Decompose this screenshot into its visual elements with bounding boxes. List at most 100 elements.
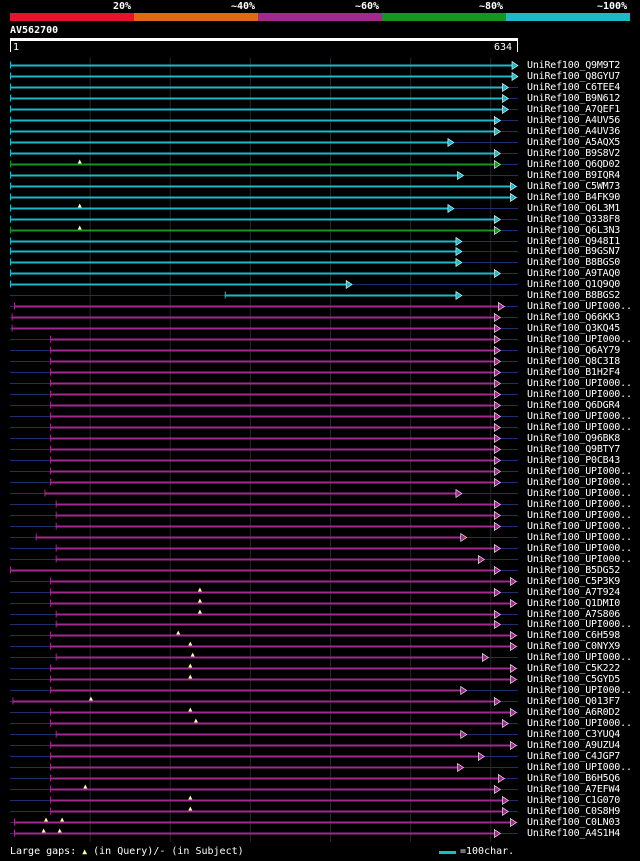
hit-name-link[interactable]: UniRef100_B5DG52 — [527, 564, 621, 576]
hit-name-link[interactable]: UniRef100_UPI000.. — [527, 487, 632, 499]
hit-name-link[interactable]: UniRef100_UPI000.. — [527, 509, 632, 521]
hit-arrow-icon — [494, 828, 501, 839]
scale-label: =100char. — [460, 846, 515, 857]
hit-name-link[interactable]: UniRef100_UPI000.. — [527, 520, 632, 532]
hit-arrow-icon — [498, 773, 505, 784]
hit-name-link[interactable]: UniRef100_Q66KK3 — [527, 311, 621, 323]
hit-name-link[interactable]: UniRef100_C0S8H9 — [527, 805, 621, 817]
hit-name-link[interactable]: UniRef100_UPI000.. — [527, 388, 632, 400]
hit-name-link[interactable]: UniRef100_B9GSN7 — [527, 245, 621, 257]
hit-name-link[interactable]: UniRef100_B1H2F4 — [527, 366, 621, 378]
gap-marker-icon — [188, 674, 193, 679]
hit-arrow-icon — [510, 181, 517, 192]
legend-band — [506, 13, 630, 21]
hit-name-link[interactable]: UniRef100_Q9M9T2 — [527, 59, 621, 71]
hit-name-link[interactable]: UniRef100_C6H598 — [527, 629, 621, 641]
hit-arrow-icon — [494, 543, 501, 554]
hit-name-link[interactable]: UniRef100_UPI000.. — [527, 717, 632, 729]
hit-arrow-icon — [494, 356, 501, 367]
hit-name-link[interactable]: UniRef100_A4UV36 — [527, 125, 621, 137]
hit-name-link[interactable]: UniRef100_B8BGS0 — [527, 256, 621, 268]
hit-name-link[interactable]: UniRef100_Q948I1 — [527, 235, 621, 247]
hit-name-link[interactable]: UniRef100_A9TAQ0 — [527, 267, 621, 279]
hit-name-link[interactable]: UniRef100_UPI000.. — [527, 618, 632, 630]
hit-arrow-icon — [494, 225, 501, 236]
large-gaps-label: Large gaps: — [10, 846, 77, 857]
hit-arrow-icon — [511, 71, 519, 82]
hit-arrow-icon — [460, 729, 468, 740]
hit-arrow-icon — [510, 630, 517, 641]
hit-name-link[interactable]: UniRef100_C5P3K9 — [527, 575, 621, 587]
hit-name-link[interactable]: UniRef100_B4FK90 — [527, 191, 621, 203]
hit-name-link[interactable]: UniRef100_Q96BK8 — [527, 432, 621, 444]
hit-name-link[interactable]: UniRef100_UPI000.. — [527, 531, 632, 543]
hit-name-link[interactable]: UniRef100_C3YUQ4 — [527, 728, 621, 740]
hit-arrow-icon — [460, 532, 468, 543]
hit-name-link[interactable]: UniRef100_C1G070 — [527, 794, 621, 806]
hit-name-link[interactable]: UniRef100_P0CB43 — [527, 454, 621, 466]
hit-name-link[interactable]: UniRef100_A7S806 — [527, 608, 621, 620]
hit-name-link[interactable]: UniRef100_UPI000.. — [527, 684, 632, 696]
hit-arrow-icon — [457, 170, 465, 181]
hit-name-link[interactable]: UniRef100_B8BGS2 — [527, 289, 621, 301]
hit-name-link[interactable]: UniRef100_UPI000.. — [527, 300, 632, 312]
hit-name-link[interactable]: UniRef100_UPI000.. — [527, 761, 632, 773]
gap-marker-icon — [190, 652, 195, 657]
hit-name-link[interactable]: UniRef100_Q9BTY7 — [527, 443, 621, 455]
hit-name-link[interactable]: UniRef100_Q1Q9Q0 — [527, 278, 621, 290]
hit-name-link[interactable]: UniRef100_UPI000.. — [527, 553, 632, 565]
hit-name-link[interactable]: UniRef100_UPI000.. — [527, 542, 632, 554]
hit-name-link[interactable]: UniRef100_A6R0D2 — [527, 706, 621, 718]
gap-marker-icon — [83, 784, 88, 789]
hit-name-link[interactable]: UniRef100_Q6DGR4 — [527, 399, 621, 411]
hit-name-link[interactable]: UniRef100_UPI000.. — [527, 651, 632, 663]
hit-arrow-icon — [455, 246, 463, 257]
hit-name-link[interactable]: UniRef100_C0NYX9 — [527, 640, 621, 652]
hit-name-link[interactable]: UniRef100_Q8GYU7 — [527, 70, 621, 82]
hit-name-link[interactable]: UniRef100_C5WM73 — [527, 180, 621, 192]
hit-name-link[interactable]: UniRef100_UPI000.. — [527, 465, 632, 477]
hit-arrow-icon — [494, 510, 501, 521]
hit-name-link[interactable]: UniRef100_B9S8V2 — [527, 147, 621, 159]
hit-arrow-icon — [494, 389, 501, 400]
hit-name-link[interactable]: UniRef100_C4JGP7 — [527, 750, 621, 762]
gap-marker-icon — [193, 718, 198, 723]
hit-name-link[interactable]: UniRef100_B9N612 — [527, 92, 621, 104]
hit-name-link[interactable]: UniRef100_B9IQR4 — [527, 169, 621, 181]
legend-band-label: 20% — [113, 1, 132, 12]
hit-name-link[interactable]: UniRef100_C5GYD5 — [527, 673, 621, 685]
hit-name-link[interactable]: UniRef100_A9UZU4 — [527, 739, 621, 751]
hit-name-link[interactable]: UniRef100_UPI000.. — [527, 377, 632, 389]
hit-name-link[interactable]: UniRef100_C0LN03 — [527, 816, 621, 828]
hit-name-link[interactable]: UniRef100_Q6AY79 — [527, 344, 621, 356]
hit-name-link[interactable]: UniRef100_Q3KQ45 — [527, 322, 621, 334]
hit-name-link[interactable]: UniRef100_UPI000.. — [527, 498, 632, 510]
hit-name-link[interactable]: UniRef100_UPI000.. — [527, 410, 632, 422]
hit-name-link[interactable]: UniRef100_UPI000.. — [527, 333, 632, 345]
hit-name-link[interactable]: UniRef100_UPI000.. — [527, 421, 632, 433]
hit-name-link[interactable]: UniRef100_Q6L3M1 — [527, 202, 621, 214]
hit-name-link[interactable]: UniRef100_Q013F7 — [527, 695, 621, 707]
hit-name-link[interactable]: UniRef100_A7T924 — [527, 586, 621, 598]
query-ruler — [10, 38, 518, 41]
ruler-start-tick — [10, 41, 11, 52]
gap-marker-icon — [176, 630, 181, 635]
gap-marker-icon — [60, 817, 65, 822]
hit-name-link[interactable]: UniRef100_A4UV56 — [527, 114, 621, 126]
hit-name-link[interactable]: UniRef100_A7EFW4 — [527, 783, 621, 795]
ruler-start-label: 1 — [13, 42, 20, 53]
hit-arrow-icon — [502, 82, 509, 93]
hit-name-link[interactable]: UniRef100_Q8C3I8 — [527, 355, 621, 367]
legend-band-label: ~80% — [479, 1, 504, 12]
hit-name-link[interactable]: UniRef100_C6TEE4 — [527, 81, 621, 93]
hit-name-link[interactable]: UniRef100_A4S1H4 — [527, 827, 621, 839]
hit-name-link[interactable]: UniRef100_A5AQX5 — [527, 136, 621, 148]
hit-name-link[interactable]: UniRef100_Q6L3N3 — [527, 224, 621, 236]
hit-name-link[interactable]: UniRef100_C5K222 — [527, 662, 621, 674]
hit-name-link[interactable]: UniRef100_UPI000.. — [527, 476, 632, 488]
hit-name-link[interactable]: UniRef100_Q6QD02 — [527, 158, 621, 170]
hit-name-link[interactable]: UniRef100_B6H5Q6 — [527, 772, 621, 784]
hit-name-link[interactable]: UniRef100_Q1DMI0 — [527, 597, 621, 609]
hit-name-link[interactable]: UniRef100_Q338F8 — [527, 213, 621, 225]
hit-name-link[interactable]: UniRef100_A7QEF1 — [527, 103, 621, 115]
